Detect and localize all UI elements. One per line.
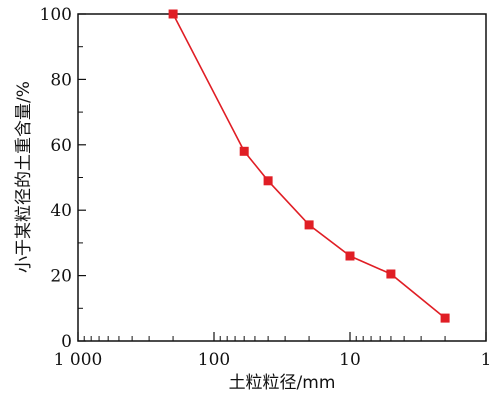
x-tick-label: 1 bbox=[481, 350, 492, 370]
x-tick-label: 100 bbox=[198, 350, 230, 370]
x-axis-title: 土粒粒径/mm bbox=[229, 373, 336, 393]
data-point bbox=[239, 146, 249, 156]
y-tick-label: 40 bbox=[50, 201, 72, 221]
data-point bbox=[440, 313, 450, 323]
y-axis-title: 小于某粒径的土重含量/% bbox=[14, 81, 34, 273]
data-point bbox=[304, 220, 314, 230]
y-axis: 0 20 40 60 80 100 bbox=[40, 5, 86, 352]
y-tick-label: 60 bbox=[50, 136, 72, 156]
data-point bbox=[386, 269, 396, 279]
y-tick-label: 100 bbox=[40, 5, 72, 25]
data-point bbox=[168, 9, 178, 19]
plot-frame bbox=[77, 13, 487, 342]
x-tick-label: 1 000 bbox=[54, 350, 103, 370]
y-tick-label: 80 bbox=[50, 70, 72, 90]
data-point bbox=[345, 251, 355, 261]
series-layer bbox=[168, 9, 450, 323]
x-tick-label: 10 bbox=[339, 350, 361, 370]
data-point bbox=[263, 176, 273, 186]
y-tick-label: 20 bbox=[50, 267, 72, 287]
y-tick-label: 0 bbox=[61, 332, 72, 352]
x-axis: 1 000 100 10 1 bbox=[54, 332, 492, 370]
series-line bbox=[172, 13, 446, 319]
